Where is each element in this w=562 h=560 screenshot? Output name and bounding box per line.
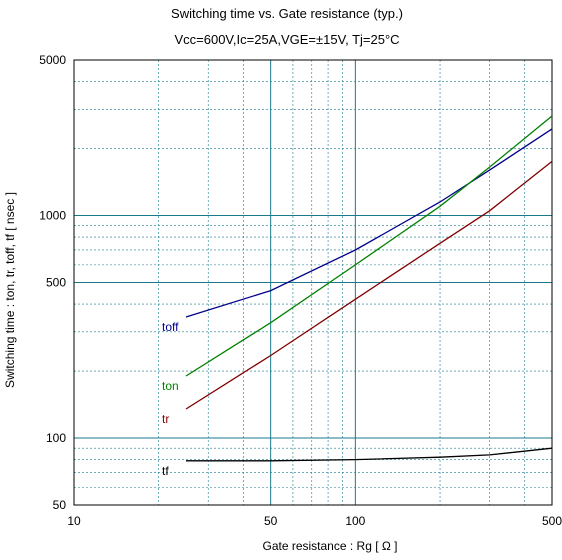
series-labels: toff ton tr tf: [162, 320, 179, 478]
series-label-ton: ton: [162, 379, 179, 393]
y-tick-label: 100: [46, 431, 66, 445]
x-axis-label: Gate resistance : Rg [ Ω ]: [262, 539, 397, 553]
x-tick-label: 10: [67, 514, 81, 528]
series-line-tf: [186, 447, 553, 462]
y-tick-label: 50: [53, 498, 67, 512]
series-label-toff: toff: [162, 320, 179, 334]
y-tick-label: 5000: [39, 53, 66, 67]
y-axis-label: Switching time : ton, tr, toff, tf [ nse…: [3, 192, 17, 388]
chart-subtitle: Vcc=600V,Ic=25A,VGE=±15V, Tj=25°C: [174, 32, 399, 47]
x-tick-label: 500: [542, 514, 562, 528]
series-line-ton: [185, 115, 553, 377]
plot-frame: [73, 59, 553, 506]
grid-lines: [73, 59, 553, 506]
x-tick-label: 100: [345, 514, 365, 528]
series-line-tr: [185, 160, 553, 410]
x-tick-label: 50: [264, 514, 278, 528]
y-tick-label: 1000: [39, 209, 66, 223]
series-label-tf: tf: [162, 464, 169, 478]
series-label-tr: tr: [162, 412, 169, 426]
series-line-toff: [185, 128, 553, 318]
series-layer: [185, 115, 553, 462]
chart-title: Switching time vs. Gate resistance (typ.…: [171, 6, 403, 21]
y-tick-label: 500: [46, 276, 66, 290]
